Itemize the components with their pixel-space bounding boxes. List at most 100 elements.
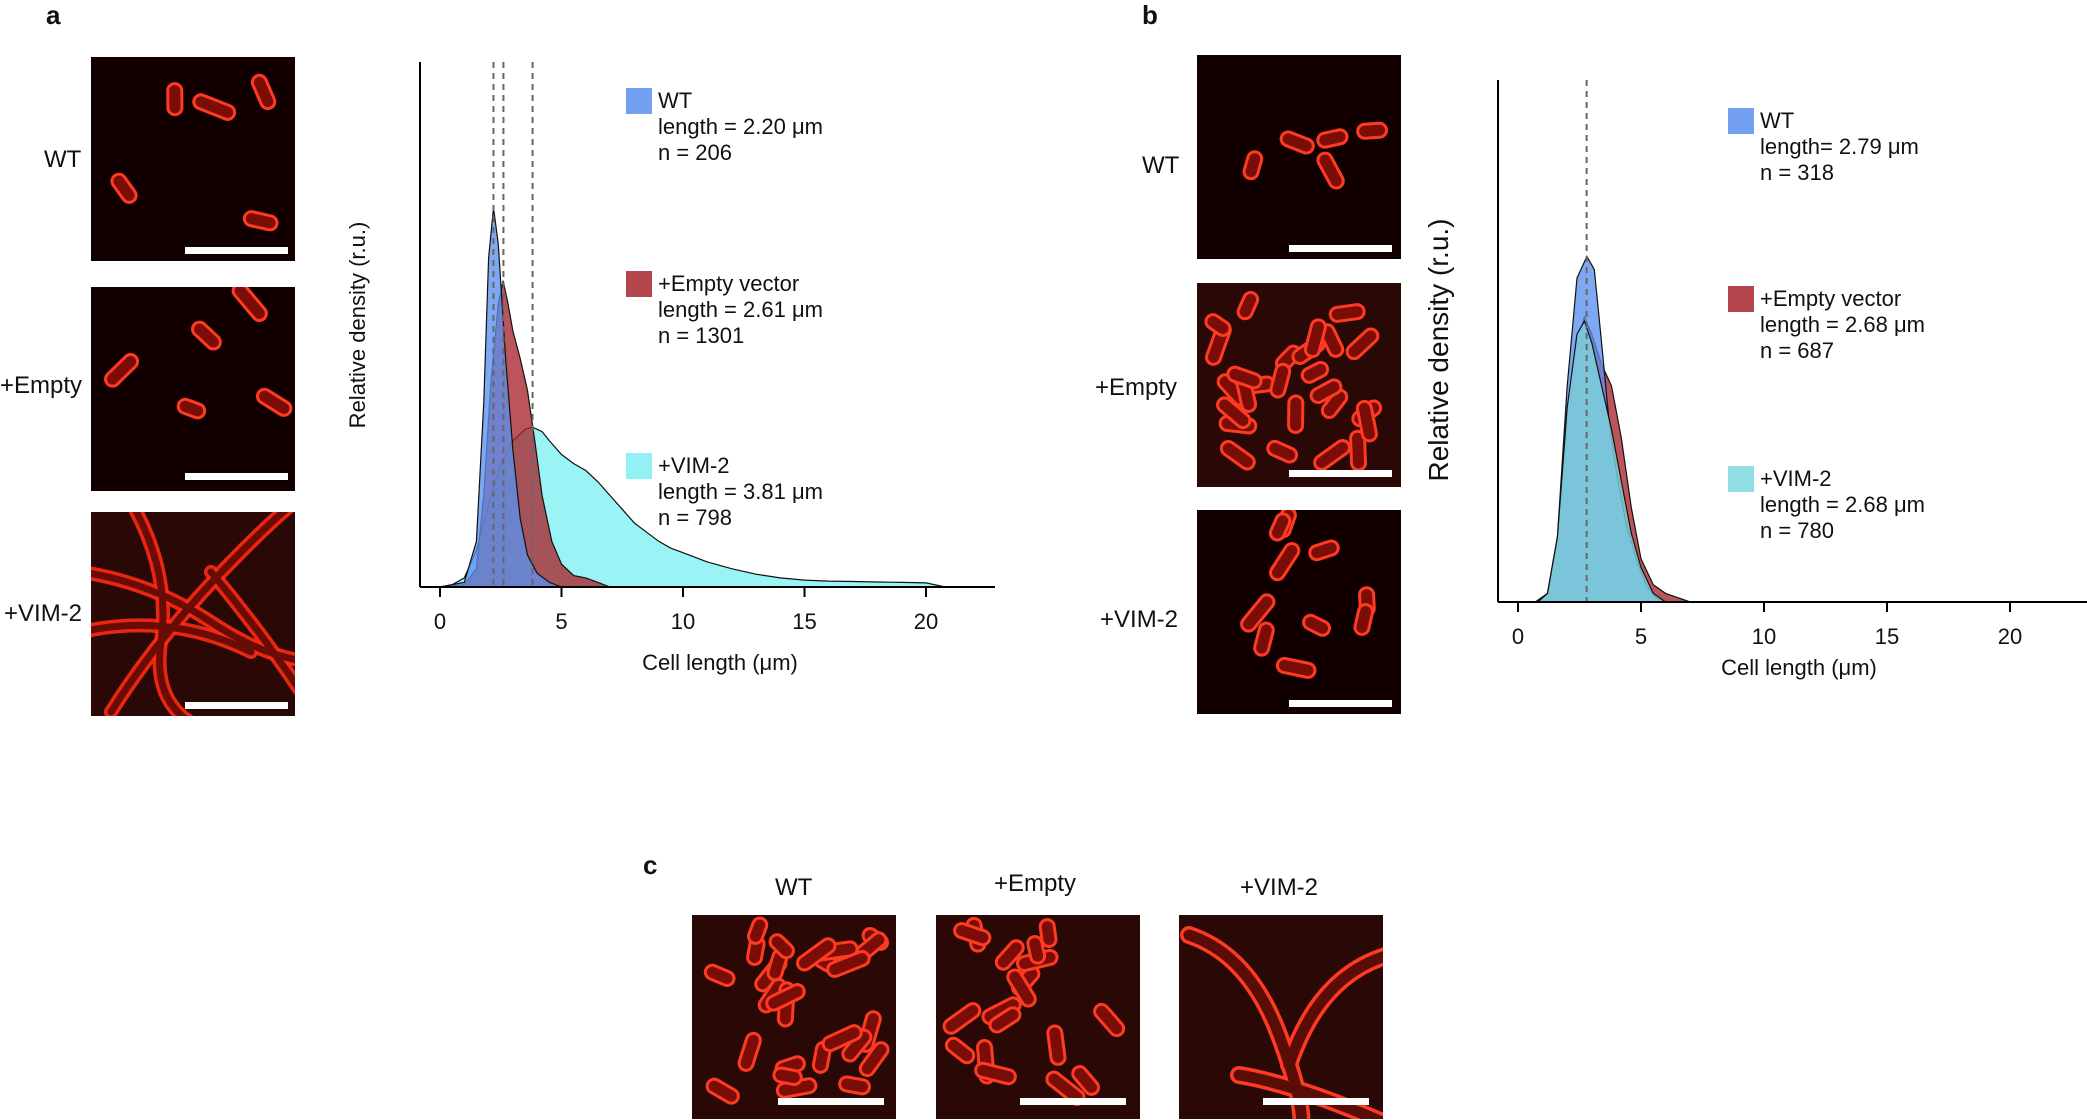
cell [796,937,837,972]
cell [190,320,222,351]
x-axis-label: Cell length (μm) [1721,655,1877,680]
cell [250,73,277,111]
x-tick-label-5: 5 [555,609,567,634]
density-area-wt [439,207,562,588]
legend-name--empty-vector: +Empty vector [1760,286,1901,311]
legend-length--vim-2: length = 2.68 μm [1760,492,1925,517]
micrograph-cells [91,512,295,716]
cell [772,1066,803,1086]
cell [1355,399,1378,443]
cell [1216,396,1252,430]
density-chart-b: 0 5 10 15 20 Cell length (μm) Relative density… [1423,80,2087,680]
cell [1253,621,1275,657]
cell [1316,151,1345,190]
cell [1006,968,1037,1008]
micrograph-cells [91,287,295,491]
density-chart-a: 0 5 10 15 20 Cell length (μm) Relative density… [345,62,995,675]
cell [1204,313,1232,337]
label-b-wt: WT [1142,152,1180,179]
cell [1268,512,1292,542]
micrograph-a-wt [91,57,295,261]
filament-core [132,512,188,716]
legend-n--vim-2: n = 780 [1760,518,1834,543]
legend-swatch-wt [626,88,652,114]
filament-core [107,512,289,716]
x-tick-label-20: 20 [1998,624,2022,649]
cell [255,387,293,417]
micrograph-cells [1179,915,1383,1119]
scale-bar [778,1098,884,1105]
cell [1302,613,1331,637]
cell [953,922,992,947]
micrograph-c-vim2 [1179,915,1383,1119]
cell [1071,1065,1100,1096]
cell [1046,1024,1067,1066]
x-tick-label-10: 10 [671,609,695,634]
cell [1328,303,1366,323]
cell [1303,318,1327,359]
label-c-wt: WT [775,874,813,901]
x-tick-label-20: 20 [914,609,938,634]
x-tick-label-0: 0 [434,609,446,634]
legend-name-wt: WT [658,88,692,113]
legend-length--empty-vector: length = 2.68 μm [1760,312,1925,337]
cell [1345,327,1380,361]
label-a-empty: +Empty [0,372,83,399]
legend-n--empty-vector: n = 687 [1760,338,1834,363]
cell [104,353,140,388]
cell [826,950,871,978]
micrograph-b-empty [1197,283,1401,487]
legend-swatch--vim-2 [626,453,652,479]
cell [1266,439,1299,464]
micrograph-a-vim2 [91,512,295,716]
x-tick-label-15: 15 [792,609,816,634]
scale-bar [1289,245,1392,252]
cell [1026,935,1047,965]
label-c-empty: +Empty [994,870,1077,897]
filament-core [1283,951,1383,1071]
panel-letter-a: a [46,0,61,30]
cell [1242,150,1264,181]
cell [988,1006,1022,1034]
cell [858,1041,890,1078]
cell [1316,128,1349,149]
filament-core [91,621,255,656]
label-b-empty: +Empty [1095,374,1178,401]
x-tick-label-0: 0 [1512,624,1524,649]
legend-n-wt: n = 206 [658,140,732,165]
cell [705,1077,740,1105]
cell [1219,439,1256,471]
legend-swatch-wt [1728,108,1754,134]
panel-letter-b: b [1142,0,1158,30]
cell [176,397,207,420]
cell [838,1075,871,1096]
scale-bar [1263,1098,1369,1105]
cell [1356,121,1388,140]
cell [1353,603,1375,636]
cell [737,1031,762,1072]
micrograph-c-empty [936,915,1140,1119]
cell [768,933,795,960]
scale-bar [1289,700,1392,707]
cell [1093,1002,1126,1038]
cell [765,983,806,1012]
micrograph-cells [1197,510,1401,714]
cell [746,916,769,945]
label-a-vim2: +VIM-2 [4,600,83,627]
legend-n--empty-vector: n = 1301 [658,323,744,348]
legend-swatch--empty-vector [626,271,652,297]
cell [944,1036,976,1065]
cell [1269,362,1292,399]
cell [192,93,237,121]
cell [1240,593,1276,633]
cell [1226,365,1263,390]
filament-core [91,570,295,663]
scale-bar [185,473,288,480]
cell [166,82,184,117]
legend-name-wt: WT [1760,108,1794,133]
cell [1038,918,1058,949]
y-axis-label: Relative density (r.u.) [1423,219,1454,482]
cell [1313,439,1351,471]
label-c-vim2: +VIM-2 [1240,874,1319,901]
cell [1309,378,1343,405]
